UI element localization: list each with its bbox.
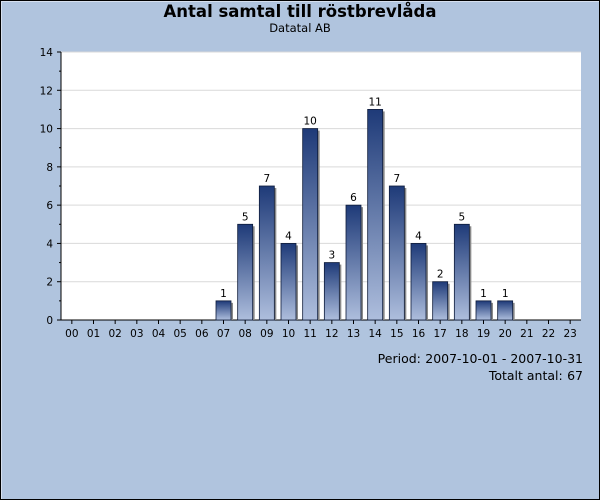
data-label: 7 bbox=[393, 173, 400, 185]
x-tick-label: 05 bbox=[173, 328, 186, 340]
x-tick-label: 03 bbox=[130, 328, 143, 340]
x-tick-label: 21 bbox=[520, 328, 533, 340]
period-value: 2007-10-01 - 2007-10-31 bbox=[425, 351, 583, 366]
x-tick-label: 14 bbox=[368, 328, 382, 340]
data-label: 2 bbox=[437, 269, 444, 281]
bar bbox=[237, 223, 254, 321]
data-label: 1 bbox=[220, 288, 227, 300]
x-tick-label: 04 bbox=[152, 328, 166, 340]
x-tick-label: 06 bbox=[195, 328, 209, 340]
data-label: 10 bbox=[303, 116, 316, 128]
bar bbox=[345, 204, 362, 321]
y-tick-label: 14 bbox=[40, 47, 54, 59]
bar bbox=[302, 128, 319, 321]
bar bbox=[475, 300, 492, 321]
x-tick-label: 22 bbox=[542, 328, 555, 340]
bar bbox=[367, 109, 384, 321]
x-tick-label: 01 bbox=[87, 328, 100, 340]
total-info: Totalt antal: 67 bbox=[489, 368, 583, 383]
total-value: 67 bbox=[567, 368, 583, 383]
bar bbox=[258, 185, 275, 321]
y-tick-label: 4 bbox=[46, 238, 53, 250]
x-tick-label: 10 bbox=[282, 328, 295, 340]
bar bbox=[453, 223, 470, 321]
bar bbox=[432, 281, 449, 321]
bar bbox=[410, 243, 427, 321]
data-label: 11 bbox=[368, 96, 381, 108]
chart-subtitle: Datatal AB bbox=[269, 21, 331, 35]
x-tick-label: 20 bbox=[498, 328, 511, 340]
data-label: 6 bbox=[350, 192, 357, 204]
y-tick-label: 12 bbox=[40, 85, 53, 97]
bar bbox=[280, 243, 297, 321]
bar bbox=[497, 300, 514, 321]
period-info: Period: 2007-10-01 - 2007-10-31 bbox=[378, 351, 583, 366]
x-tick-label: 15 bbox=[390, 328, 403, 340]
data-label: 4 bbox=[285, 230, 292, 242]
y-tick-label: 2 bbox=[46, 277, 53, 289]
y-tick-label: 8 bbox=[46, 162, 53, 174]
x-tick-label: 19 bbox=[477, 328, 490, 340]
chart-title: Antal samtal till röstbrevlåda bbox=[163, 2, 437, 21]
x-tick-label: 07 bbox=[217, 328, 230, 340]
period-label: Period: bbox=[377, 351, 421, 366]
x-tick-label: 17 bbox=[433, 328, 446, 340]
x-tick-label: 12 bbox=[325, 328, 338, 340]
data-label: 5 bbox=[242, 211, 249, 223]
data-label: 3 bbox=[328, 250, 335, 262]
x-tick-label: 02 bbox=[108, 328, 121, 340]
bar bbox=[388, 185, 405, 321]
data-label: 5 bbox=[458, 211, 465, 223]
x-tick-label: 08 bbox=[238, 328, 251, 340]
data-label: 4 bbox=[415, 230, 422, 242]
x-tick-label: 09 bbox=[260, 328, 273, 340]
data-label: 1 bbox=[502, 288, 509, 300]
y-tick-label: 10 bbox=[40, 124, 53, 136]
x-tick-label: 23 bbox=[563, 328, 576, 340]
x-tick-label: 18 bbox=[455, 328, 468, 340]
bar bbox=[323, 262, 340, 321]
x-tick-label: 13 bbox=[347, 328, 360, 340]
y-tick-label: 0 bbox=[46, 315, 53, 327]
bar bbox=[215, 300, 232, 321]
data-label: 7 bbox=[263, 173, 270, 185]
y-tick-label: 6 bbox=[46, 200, 53, 212]
data-label: 1 bbox=[480, 288, 487, 300]
x-tick-label: 00 bbox=[65, 328, 78, 340]
x-tick-label: 16 bbox=[412, 328, 426, 340]
x-tick-label: 11 bbox=[303, 328, 316, 340]
total-label: Totalt antal: bbox=[488, 368, 563, 383]
plot-area bbox=[61, 52, 581, 320]
